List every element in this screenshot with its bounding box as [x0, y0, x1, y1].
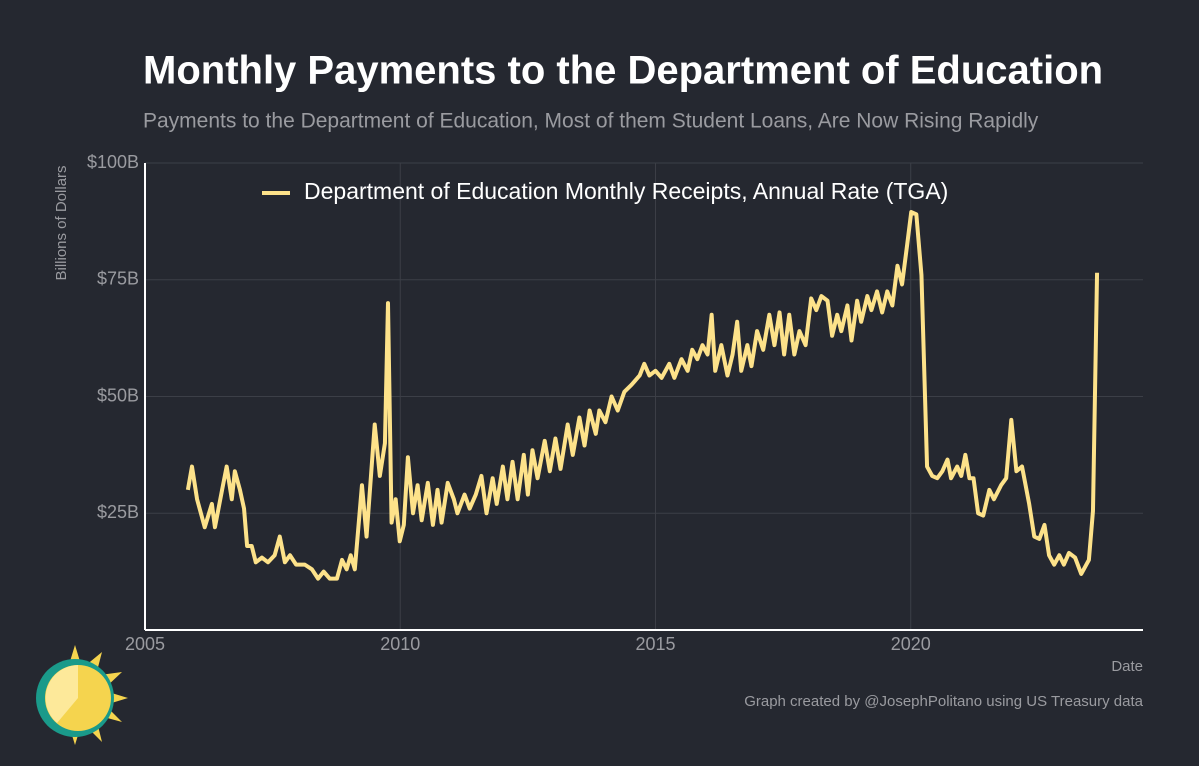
legend-label: Department of Education Monthly Receipts… [304, 178, 948, 204]
y-tick-label: $100B [87, 152, 139, 172]
y-axis-title: Billions of Dollars [53, 165, 70, 280]
y-tick-label: $75B [97, 269, 139, 289]
x-tick-label: 2020 [891, 634, 931, 654]
chart-title: Monthly Payments to the Department of Ed… [143, 49, 1103, 93]
y-tick-label: $50B [97, 385, 139, 405]
x-tick-label: 2010 [380, 634, 420, 654]
plot-area: $25B $50B $75B $100B 2005 2010 2015 2020 Departm… [87, 152, 1143, 654]
logo [36, 645, 128, 745]
y-tick-label: $25B [97, 502, 139, 522]
data-line [185, 210, 1100, 581]
x-tick-label: 2015 [635, 634, 675, 654]
chart-subtitle: Payments to the Department of Education,… [143, 110, 1039, 133]
x-tick-label: 2005 [125, 634, 165, 654]
x-axis-title: Date [1111, 658, 1143, 675]
caption: Graph created by @JosephPolitano using U… [744, 693, 1143, 710]
